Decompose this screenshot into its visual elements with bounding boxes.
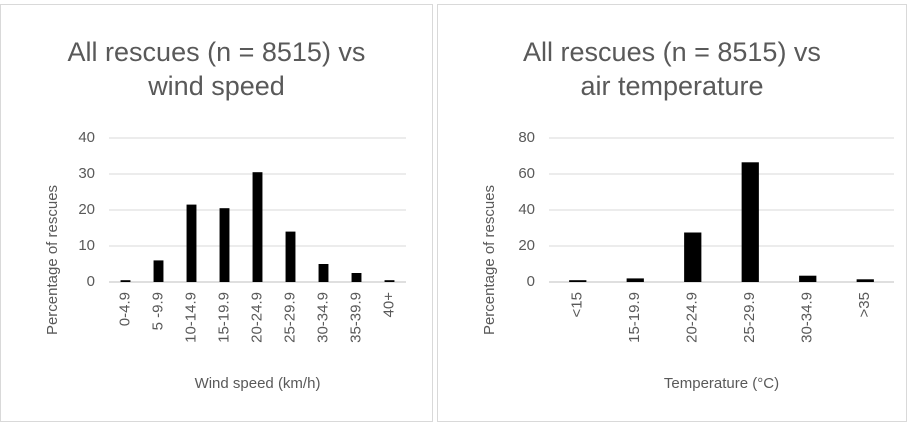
chart-title: All rescues (n = 8515) vs wind speed [67, 37, 366, 101]
bar [799, 275, 817, 282]
chart-panel: All rescues (n = 8515) vs wind speed 0 10… [0, 4, 433, 422]
x-tick-label: 25-29.9 [741, 292, 758, 343]
bar [120, 280, 131, 282]
chart: 0 10 20 30 40 0-4.9 5 -9.9 10-14.9 15-19.9 20-24.… [44, 129, 406, 392]
y-tick-label: 80 [518, 129, 535, 146]
y-tick-label: 30 [78, 165, 95, 182]
chart-panel: All rescues (n = 8515) vs air temperatur… [437, 4, 907, 422]
x-tick-label: 5 -9.9 [149, 292, 166, 330]
bar [626, 278, 644, 282]
x-tick-label: 25-29.9 [281, 292, 298, 343]
x-axis-label: Temperature (°C) [664, 375, 779, 392]
x-tick-label: 20-24.9 [248, 292, 265, 343]
y-tick-label: 0 [527, 273, 535, 290]
bar [186, 204, 197, 282]
y-tick-label: 40 [78, 129, 95, 146]
y-tick-label: 10 [78, 237, 95, 254]
y-axis-label: Percentage of rescues [481, 185, 498, 335]
x-tick-label: 15-19.9 [626, 292, 643, 343]
x-tick-label: 40+ [380, 292, 397, 318]
bar [219, 208, 230, 282]
y-tick-label: 0 [87, 273, 95, 290]
bar [153, 260, 164, 282]
chart: 0 20 40 60 80 <15 15-19.9 20-24.9 25-29.9 30-34.9… [481, 129, 894, 392]
x-tick-label: 35-39.9 [347, 292, 364, 343]
y-tick-label: 60 [518, 165, 535, 182]
x-tick-label: 30-34.9 [799, 292, 816, 343]
x-axis-label: Wind speed (km/h) [195, 375, 321, 392]
x-tick-label: 20-24.9 [684, 292, 701, 343]
x-tick-label: 0-4.9 [116, 292, 133, 326]
x-tick-label: 10-14.9 [182, 292, 199, 343]
chart-title: All rescues (n = 8515) vs air temperatur… [523, 37, 821, 101]
y-tick-label: 20 [78, 201, 95, 218]
x-tick-label: >35 [856, 292, 873, 317]
bar [569, 280, 587, 282]
bar [252, 172, 263, 282]
bar [318, 264, 329, 282]
bar [856, 279, 874, 282]
bar [684, 232, 702, 282]
y-tick-label: 40 [518, 201, 535, 218]
y-axis-label: Percentage of rescues [44, 185, 61, 335]
x-tick-label: 15-19.9 [215, 292, 232, 343]
x-tick-label: <15 [569, 292, 586, 317]
bar [384, 280, 395, 282]
bar [741, 162, 759, 282]
bar [285, 231, 296, 282]
bar [351, 273, 362, 282]
x-tick-label: 30-34.9 [314, 292, 331, 343]
y-tick-label: 20 [518, 237, 535, 254]
